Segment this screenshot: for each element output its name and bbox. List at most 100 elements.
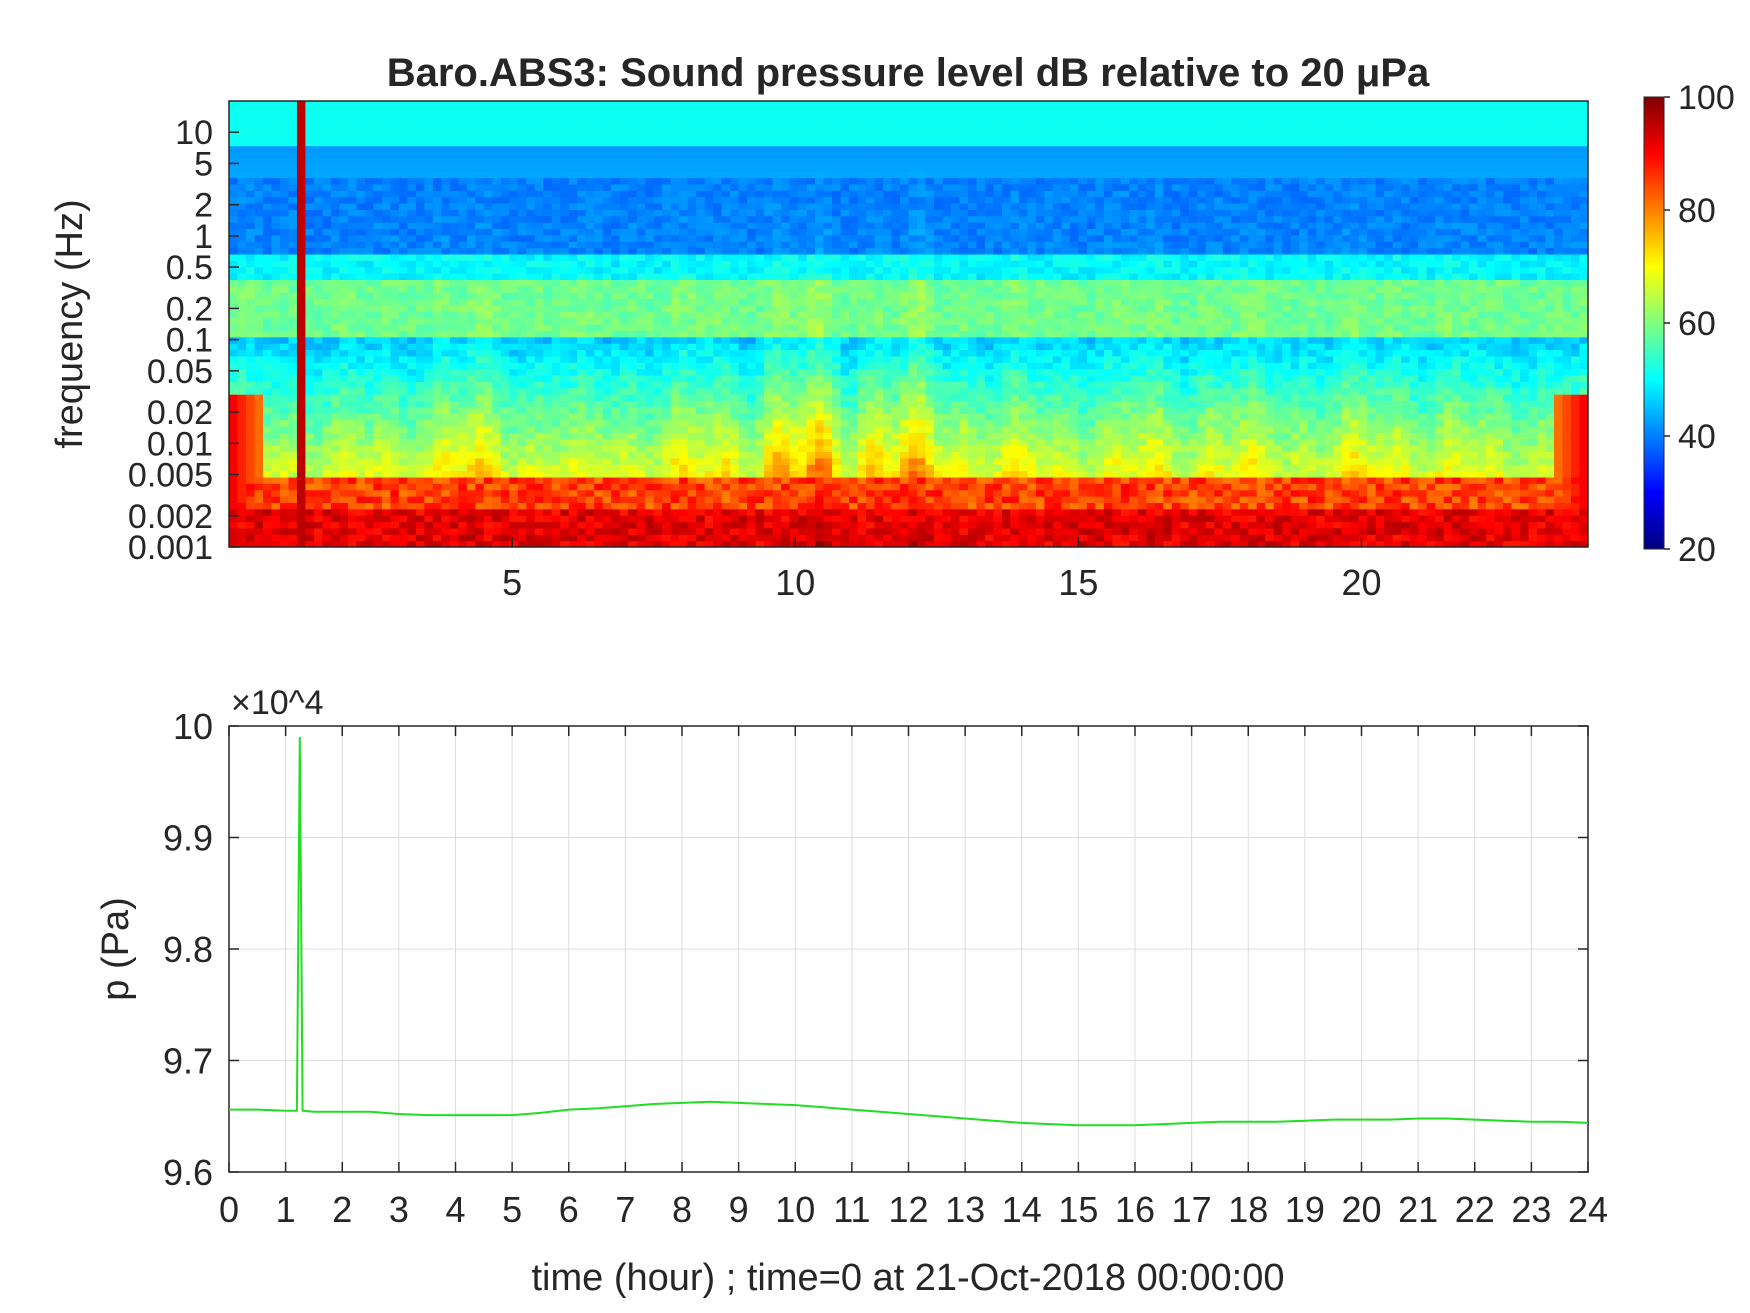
spectrogram-cell	[704, 496, 714, 503]
spectrogram-cell	[313, 343, 324, 351]
spectrogram-cell	[296, 324, 307, 331]
spectrogram-cell	[441, 406, 451, 414]
spectrogram-cell	[271, 285, 281, 293]
spectrogram-cell	[645, 527, 655, 535]
spectrogram-cell	[296, 222, 307, 230]
spectrogram-cell	[483, 476, 493, 484]
spectrogram-cell	[585, 336, 595, 344]
spectrogram-cell	[594, 228, 604, 236]
spectrogram-cell	[390, 432, 400, 440]
spectrogram-cell	[645, 177, 655, 185]
spectrogram-cell	[670, 253, 680, 261]
spectrogram-cell	[483, 151, 493, 159]
spectrogram-cell	[271, 324, 281, 331]
spectrogram-cell	[696, 406, 706, 414]
spectrogram-cell	[279, 222, 290, 230]
spectrogram-cell	[398, 215, 408, 223]
spectrogram-cell	[815, 273, 825, 280]
spectrogram-cell	[517, 368, 527, 376]
spectrogram-cell	[551, 476, 561, 484]
spectrogram-cell	[390, 158, 400, 166]
spectrogram-cell	[381, 534, 391, 542]
spectrogram-cell	[679, 177, 689, 185]
spectrogram-cell	[305, 451, 315, 459]
spectrogram-cell	[398, 432, 408, 440]
spectrogram-cell	[229, 502, 239, 510]
spectrogram-cell	[568, 438, 578, 446]
spectrogram-cell	[322, 132, 332, 140]
spectrogram-cell	[475, 432, 485, 440]
spectrogram-cell	[602, 292, 612, 300]
spectrogram-cell	[458, 496, 468, 503]
spectrogram-cell	[781, 317, 791, 325]
spectrogram-cell	[415, 508, 425, 516]
spectrogram-cell	[653, 273, 663, 280]
spectrogram-cell	[500, 107, 510, 115]
spectrogram-cell	[356, 374, 366, 382]
spectrogram-cell	[441, 451, 451, 459]
spectrogram-cell	[551, 470, 561, 478]
spectrogram-cell	[764, 304, 774, 312]
spectrogram-cell	[619, 336, 629, 344]
spectrogram-cell	[509, 151, 519, 159]
spectrogram-cell	[424, 222, 434, 230]
spectrogram-cell	[534, 362, 544, 370]
spectrogram-cell	[492, 527, 502, 535]
spectrogram-cell	[585, 304, 595, 312]
spectrogram-cell	[594, 311, 604, 319]
spectrogram-cell	[279, 387, 290, 395]
spectrogram-cell	[254, 298, 264, 306]
spectrogram-cell	[687, 406, 697, 414]
spectrogram-cell	[432, 234, 442, 242]
spectrogram-cell	[475, 470, 485, 478]
spectrogram-cell	[415, 202, 425, 210]
spectrogram-cell	[755, 177, 765, 185]
spectrogram-cell	[594, 362, 604, 370]
spectrogram-cell	[279, 183, 290, 191]
spectrogram-cell	[560, 253, 570, 261]
spectrogram-cell	[500, 113, 510, 121]
spectrogram-cell	[229, 451, 239, 459]
spectrogram-cell	[526, 101, 536, 108]
spectrogram-cell	[747, 330, 757, 338]
spectrogram-cell	[424, 381, 434, 389]
spectrogram-cell	[373, 126, 383, 134]
spectrogram-cell	[738, 324, 748, 331]
spectrogram-cell	[492, 464, 502, 472]
spectrogram-cell	[441, 394, 451, 402]
spectrogram-cell	[229, 330, 239, 338]
spectrogram-cell	[568, 425, 578, 433]
spectrogram-cell	[543, 413, 553, 421]
spectrogram-cell	[696, 285, 706, 293]
spectrogram-cell	[704, 457, 714, 465]
spectrogram-cell	[322, 349, 332, 357]
spectrogram-cell	[560, 215, 570, 223]
spectrogram-cell	[424, 311, 434, 319]
spectrogram-cell	[288, 132, 298, 140]
spectrogram-cell	[534, 215, 544, 223]
spectrogram-cell	[381, 457, 391, 465]
spectrogram-cell	[313, 464, 324, 472]
spectrogram-cell	[517, 107, 527, 115]
spectrogram-cell	[339, 317, 349, 325]
spectrogram-cell	[390, 101, 400, 108]
spectrogram-cell	[356, 298, 366, 306]
spectrogram-cell	[526, 285, 536, 293]
spectrogram-cell	[364, 139, 374, 147]
spectrogram-cell	[339, 190, 349, 198]
spectrogram-cell	[441, 253, 451, 261]
spectrogram-cell	[254, 515, 264, 523]
spectrogram-cell	[543, 311, 553, 319]
spectrogram-cell	[347, 196, 357, 204]
spectrogram-cell	[619, 132, 629, 140]
spectrogram-cell	[721, 311, 731, 319]
spectrogram-cell	[390, 126, 400, 134]
spectrogram-cell	[475, 253, 485, 261]
spectrogram-cell	[271, 394, 281, 402]
spectrogram-cell	[356, 190, 366, 198]
spectrogram-cell	[653, 228, 663, 236]
spectrogram-cell	[585, 215, 595, 223]
spectrogram-cell	[390, 521, 400, 529]
spectrogram-cell	[254, 285, 264, 293]
spectrogram-cell	[662, 164, 672, 172]
